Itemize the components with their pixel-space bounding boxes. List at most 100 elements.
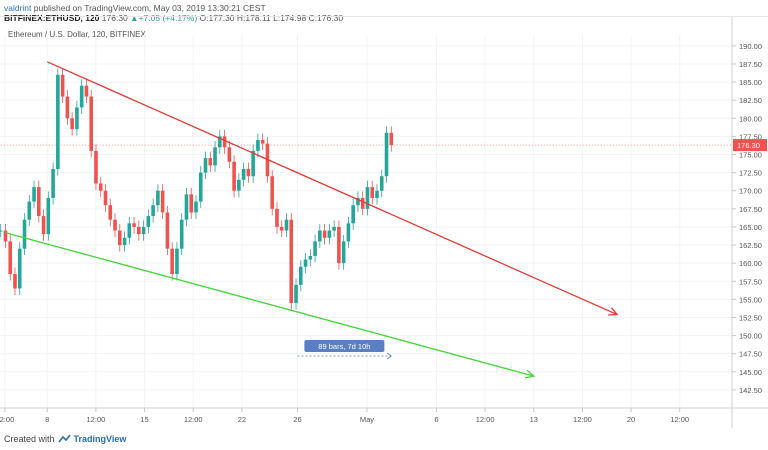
candle-body [79, 85, 84, 108]
candle-body [122, 237, 127, 246]
x-tick-label: 12:00 [0, 415, 14, 424]
candle-body [375, 190, 379, 198]
candle-body [146, 216, 151, 227]
candle-body [322, 230, 327, 238]
candle [127, 216, 132, 245]
candle [0, 224, 3, 238]
candle [332, 220, 336, 238]
candle [13, 267, 17, 296]
candle-body [179, 219, 184, 249]
y-tick-label: 167.50 [739, 205, 762, 214]
candle-body [151, 205, 155, 217]
change-text: ▲+7.05 (+4.17%) [130, 13, 198, 23]
y-tick-label: 152.50 [739, 313, 762, 322]
candle [156, 184, 160, 212]
candle-body [113, 219, 117, 231]
candle-body [60, 74, 65, 97]
trendline-arrow-icon [608, 307, 619, 316]
created-with-text: Created with [4, 434, 55, 444]
candle-body [256, 140, 260, 151]
symbol-line: BITFINEX:ETHUSD, 120 [4, 13, 100, 23]
x-tick-label: 12:00 [87, 415, 106, 424]
candle-body [89, 96, 93, 151]
candle [341, 234, 346, 270]
candle-body [346, 223, 351, 242]
price-value: 176.30 [101, 13, 128, 23]
y-tick-label: 147.50 [739, 350, 762, 359]
last-price-label: 176.30 [737, 141, 760, 150]
candle-body [137, 226, 141, 235]
candle [356, 191, 360, 212]
candle-body [51, 168, 55, 198]
trendlines [5, 61, 619, 379]
y-tick-label: 177.50 [739, 132, 762, 141]
candle [146, 209, 151, 234]
tradingview-brand[interactable]: TradingView [73, 434, 127, 444]
author-name[interactable]: valdrint [4, 3, 32, 13]
y-tick-label: 150.00 [739, 332, 762, 341]
candle [337, 220, 341, 270]
x-tick-label: 26 [293, 415, 301, 424]
x-tick-label: 6 [434, 415, 438, 424]
candle [103, 184, 108, 212]
candle [298, 260, 303, 292]
date-range-tool: 89 bars, 7d 10h [297, 340, 392, 360]
candle-body [341, 241, 346, 264]
candle [184, 187, 189, 227]
candle-body [332, 226, 336, 231]
candle [313, 234, 317, 263]
price-chart[interactable]: 142.50 145.00 147.50 150.00 152.50 155.00 157.… [0, 17, 768, 429]
candle-body [389, 132, 394, 146]
candle [137, 220, 141, 241]
y-tick-label: 162.50 [739, 241, 762, 250]
candle [179, 213, 184, 256]
candle [208, 151, 213, 172]
trendline-arrow-icon [524, 369, 536, 379]
candle-body [232, 161, 236, 191]
y-tick-label: 190.00 [739, 42, 762, 51]
candle-body [194, 201, 198, 213]
grid [0, 35, 732, 408]
candle [113, 213, 117, 238]
y-tick-label: 157.50 [739, 277, 762, 286]
candle [270, 169, 275, 216]
x-tick-label: 15 [140, 415, 148, 424]
price-series [0, 68, 394, 310]
candle-body [327, 230, 332, 238]
candle [260, 133, 265, 151]
candle-body [241, 168, 246, 180]
candle [222, 129, 227, 154]
candle [237, 173, 241, 198]
candle-body [313, 241, 317, 256]
y-tick-label: 175.00 [739, 151, 762, 160]
candle-body [260, 140, 265, 144]
candle [289, 213, 294, 310]
candle [3, 224, 8, 248]
candle [108, 198, 113, 227]
candle [141, 220, 146, 241]
x-tick-label: May [360, 415, 374, 424]
candle [232, 155, 236, 198]
candle-body [303, 259, 308, 267]
candle [379, 169, 384, 198]
candle-body [32, 187, 36, 202]
candle [346, 216, 351, 248]
candle-body [13, 274, 17, 289]
candle [227, 140, 232, 169]
candle-body [351, 205, 355, 224]
candle-body [46, 197, 51, 235]
candle-body [175, 248, 179, 275]
candle-body [3, 230, 8, 242]
candle [41, 209, 46, 241]
tradingview-logo-icon [57, 434, 71, 443]
candle [365, 180, 370, 216]
candle [279, 220, 284, 238]
candle [284, 213, 289, 238]
candle [165, 205, 170, 256]
candle [175, 242, 179, 281]
candle [303, 253, 308, 274]
candle-body [246, 168, 251, 177]
last-price-badge [733, 139, 767, 152]
support-trendline [5, 232, 534, 377]
candle [8, 234, 13, 281]
